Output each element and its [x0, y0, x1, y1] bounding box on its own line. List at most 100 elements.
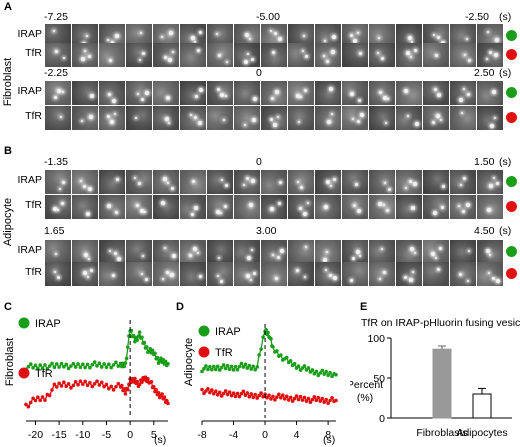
data-point [320, 396, 325, 401]
data-point [271, 394, 275, 399]
data-point [282, 397, 287, 401]
microscopy-frame [261, 170, 288, 194]
microscopy-frame [207, 262, 234, 286]
fluorescent-spot [88, 54, 92, 58]
fluorescent-spot [168, 121, 171, 124]
fluorescent-spot [279, 181, 283, 185]
microscopy-frame [342, 43, 369, 67]
data-point [316, 395, 321, 400]
fluorescent-spot [80, 56, 85, 61]
fluorescent-spot [195, 95, 199, 99]
microscopy-frame [450, 262, 477, 286]
data-point [302, 395, 307, 400]
fluorescent-spot [354, 182, 358, 186]
data-point [85, 362, 90, 367]
fluorescent-spot [359, 52, 363, 56]
fluorescent-spot [170, 272, 175, 277]
fluorescent-spot [217, 53, 221, 57]
microscopy-frame [450, 170, 477, 194]
data-point [267, 393, 271, 398]
data-point [64, 384, 69, 389]
panel-c-letter: C [4, 301, 12, 313]
b-irap-strip-1 [45, 170, 503, 194]
data-point [213, 389, 218, 393]
data-point [62, 380, 66, 384]
microscopy-frame [126, 262, 153, 286]
data-point [43, 363, 47, 367]
data-point [227, 390, 232, 394]
data-point [156, 390, 161, 395]
microscopy-frame [288, 240, 315, 264]
microscopy-frame [72, 195, 99, 219]
microscopy-frame [423, 195, 450, 219]
data-point [124, 356, 129, 361]
microscopy-frame [423, 262, 450, 286]
microscopy-frame [369, 262, 396, 286]
y-tick-label: 0 [379, 413, 385, 425]
fluorescent-spot [272, 50, 276, 54]
fluorescent-spot [377, 51, 380, 54]
microscopy-frame [288, 262, 315, 286]
fluorescent-spot [407, 36, 412, 41]
data-point [292, 361, 297, 366]
fluorescent-spot [465, 38, 468, 41]
b-time-mid-2: 3.00 [256, 225, 277, 237]
fluorescent-spot [84, 252, 89, 257]
data-point [40, 366, 45, 371]
data-point [69, 386, 73, 390]
data-point [47, 393, 52, 398]
microscopy-frame [180, 106, 207, 130]
microscopy-frame [261, 43, 288, 67]
fluorescent-spot [490, 123, 495, 128]
fluorescent-spot [137, 93, 140, 95]
fluorescent-spot [486, 30, 489, 33]
data-point [324, 397, 328, 402]
data-point [137, 382, 142, 387]
x-tick-label: -5 [102, 429, 111, 441]
data-point [219, 394, 224, 398]
fluorescent-spot [161, 201, 166, 206]
fluorescent-spot [198, 30, 202, 34]
fluorescent-spot [115, 211, 119, 215]
microscopy-frame [315, 81, 342, 105]
fluorescent-spot [322, 54, 325, 57]
fluorescent-spot [432, 121, 436, 125]
a-row-tfr-1: TfR [25, 47, 42, 59]
chart-d-ticks: -8 -4 0 4 8 [197, 421, 331, 441]
fluorescent-spot [216, 87, 220, 91]
b-row-irap-2: IRAP [17, 244, 42, 256]
microscopy-frame [180, 170, 207, 194]
microscopy-frame [99, 262, 126, 286]
fluorescent-spot [493, 53, 498, 58]
fluorescent-spot [494, 37, 499, 42]
data-point [221, 391, 226, 396]
legend-tfr-label: TfR [35, 368, 53, 380]
microscopy-frame [477, 262, 503, 286]
fluorescent-spot [196, 49, 200, 52]
fluorescent-spot [253, 97, 258, 102]
a-time-end-2: 2.50 [474, 67, 495, 79]
microscopy-frame [315, 195, 342, 219]
data-point [298, 394, 303, 399]
fluorescent-spot [353, 39, 358, 44]
fluorescent-spot [247, 256, 252, 261]
fluorescent-spot [249, 279, 252, 282]
fluorescent-spot [380, 56, 384, 60]
microscopy-frame [450, 240, 477, 264]
fluorescent-spot [253, 272, 257, 276]
chart-c-xlabel: (s) [154, 434, 166, 446]
data-point [328, 370, 332, 375]
microscopy-frame [315, 262, 342, 286]
data-point [114, 360, 118, 365]
fluorescent-spot [277, 37, 282, 42]
fluorescent-spot [57, 208, 60, 211]
data-point [284, 355, 289, 360]
data-point [43, 398, 47, 402]
data-point [255, 396, 259, 400]
data-point [71, 383, 76, 388]
x-tick-label: 4 [294, 429, 300, 441]
data-point [28, 362, 33, 366]
fluorescent-spot [432, 33, 435, 36]
a-row-irap-1: IRAP [17, 28, 42, 40]
data-point [57, 381, 61, 386]
